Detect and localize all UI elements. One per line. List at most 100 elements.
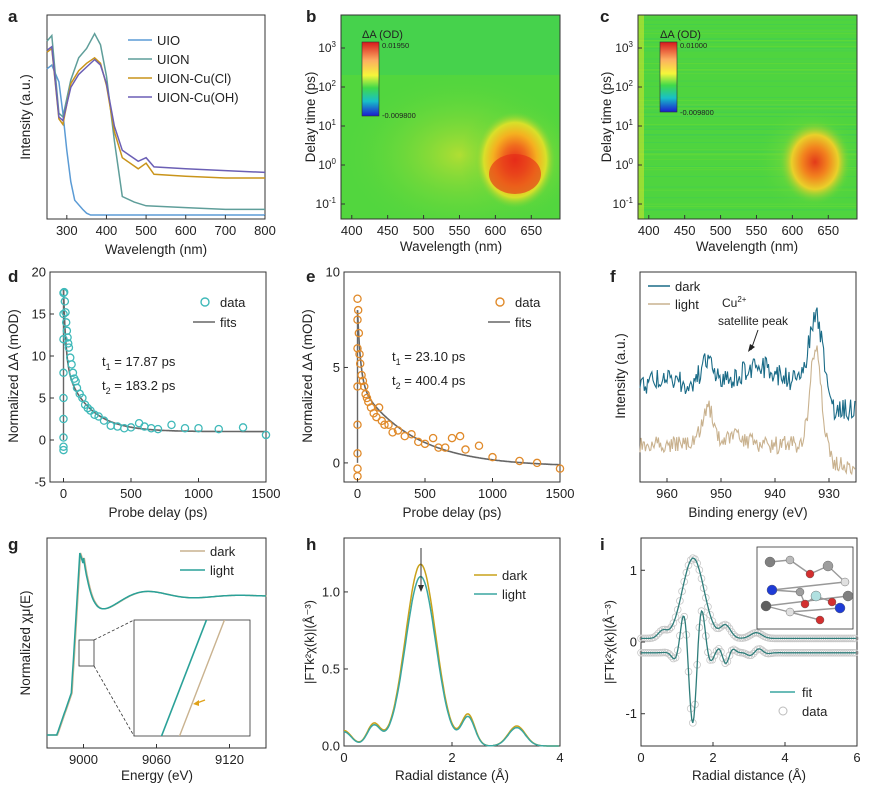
plot-d [59,287,271,455]
x-c-tick-label: 650 [817,223,839,238]
legend-d-fits: fits [220,315,237,330]
data-point-d [59,414,68,424]
x-i-tick-label: 6 [853,750,860,765]
panel-g: g 9000 9060 9120 dark light Energy (eV) No… [8,535,267,783]
x-c-tick-label: 600 [782,223,804,238]
data-point-i [708,655,717,664]
series-a-UION-Cu(OH) [46,45,266,174]
panel-d: d 0 500 1000 1500 -5 0 5 10 15 20 data fits t1 = … [6,265,280,521]
y-axis-label-h: |FTk²χ(k)|(Å⁻³) [302,600,317,684]
x-e-tick-label: 1000 [478,486,507,501]
data-point-e [515,456,524,466]
y-c-tick-label: 101 [615,118,633,133]
panel-letter-i: i [600,535,605,554]
x-f-tick-label: 960 [656,486,678,501]
panel-letter-b: b [306,7,316,26]
data-point-i [721,659,730,667]
series-g-light [47,552,266,736]
x-f-tick-label: 940 [764,486,786,501]
data-point-i [671,613,680,621]
ticks-e: 0 500 1000 1500 0 5 10 [326,265,575,502]
y-e-tick-label: 0 [333,455,340,470]
fit-curve-d [62,288,266,433]
data-point-d [99,416,109,425]
legend-h-light: light [502,587,526,602]
data-point-i [758,631,766,639]
molecule-atom [766,584,778,596]
molecule-atom [810,590,822,602]
data-point-d [59,287,69,297]
y-i-tick-label: -1 [625,706,637,721]
data-point-d [63,339,73,348]
x-a-tick-label: 800 [254,223,276,238]
series-f-dark [639,307,856,422]
x-a-tick-label: 500 [135,223,157,238]
x-g-tick-label: 9060 [142,752,171,767]
data-point-e [461,445,470,454]
x-axis-label-c: Wavelength (nm) [696,239,798,254]
plot-g [47,552,267,736]
molecule-atom [795,587,805,597]
tau2-d: t2 = 183.2 ps [102,378,176,396]
data-point-e [354,328,364,338]
panel-letter-g: g [8,535,18,554]
plot-i [637,554,859,727]
zoom-line-light [160,620,208,736]
data-point-d [59,368,68,378]
x-b-tick-label: 550 [449,223,471,238]
data-point-i [743,633,751,641]
legend-h-dark: dark [502,568,528,583]
data-point-d [167,420,176,430]
x-axis-label-h: Radial distance (Å) [395,768,509,783]
panel-letter-d: d [8,267,18,286]
colorbar-c [659,41,678,113]
data-point-e [388,428,397,437]
data-point-e [359,382,369,391]
plot-frame-e [343,271,561,483]
data-point-i [667,623,676,631]
y-e-tick-label: 5 [333,360,340,375]
panel-f: f 960 950 940 930 dark light Cu2+ satellite… [610,267,857,520]
data-point-e [361,389,370,399]
x-i-tick-label: 0 [637,750,644,765]
y-b-tick-label: 101 [318,118,336,133]
y-i-tick-label: 1 [630,563,637,578]
panel-c: c ΔA (OD) 0.01000 -0.009800 400 450 500 550… [599,7,858,254]
legend-e-fits: fits [515,315,532,330]
x-axis-label-f: Binding energy (eV) [688,505,807,520]
data-point-e [353,315,362,324]
data-point-d [75,389,84,399]
molecule-atom [822,560,834,572]
molecule-atom [785,607,795,617]
data-point-d [68,368,78,378]
data-point-d [180,423,190,433]
x-e-tick-label: 1500 [546,486,575,501]
data-point-e [353,420,362,429]
plot-frame-b [340,14,561,220]
data-point-d [59,309,68,319]
data-point-e [358,376,368,386]
x-f-tick-label: 930 [818,486,840,501]
x-g-tick-label: 9120 [215,752,244,767]
colorbar-c-min: -0.009800 [680,108,714,117]
molecule-atom [842,590,854,602]
data-point-e [353,449,362,458]
x-d-tick-label: 1000 [184,486,213,501]
annotation-f-cu: Cu2+ [722,295,747,310]
data-point-e [393,426,403,435]
x-e-tick-label: 500 [414,486,436,501]
x-axis-label-b: Wavelength (nm) [400,239,502,254]
panel-letter-c: c [600,7,609,26]
x-b-tick-label: 500 [413,223,435,238]
x-axis-label-i: Radial distance (Å) [692,768,806,783]
series-a-UION [46,32,265,211]
x-a-tick-label: 600 [175,223,197,238]
x-axis-label-d: Probe delay (ps) [108,505,207,520]
x-ticks-a: 300 400 500 600 700 800 [56,215,276,238]
data-point-i [701,593,710,602]
data-point-i [650,633,658,642]
y-axis-label-c: Delay time (ps) [599,72,614,163]
data-point-e [488,452,497,462]
x-h-tick-label: 0 [340,750,347,765]
data-point-e [353,294,362,303]
